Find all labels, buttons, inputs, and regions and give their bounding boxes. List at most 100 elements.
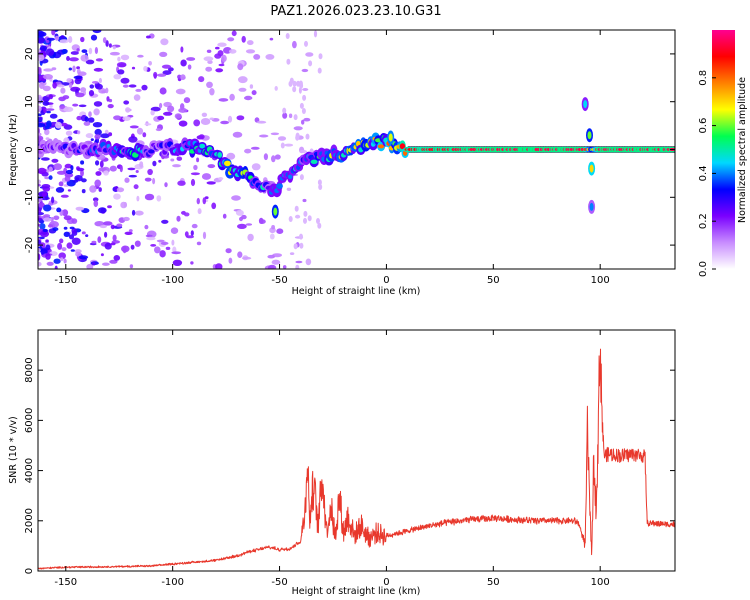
noise-speckle — [203, 56, 214, 62]
noise-speckle — [303, 217, 307, 224]
noise-speckle — [55, 187, 65, 193]
noise-speckle — [247, 40, 254, 46]
noise-speckle — [39, 116, 43, 121]
noise-speckle — [292, 40, 297, 49]
noise-speckle — [81, 231, 86, 235]
noise-speckle — [57, 242, 63, 250]
noise-speckle — [73, 75, 83, 80]
noise-speckle — [80, 36, 85, 43]
noise-speckle — [76, 66, 80, 70]
noise-speckle — [117, 56, 121, 62]
noise-speckle — [41, 157, 50, 161]
noise-speckle — [144, 177, 152, 182]
noise-speckle — [299, 242, 304, 249]
noise-speckle — [68, 82, 73, 89]
noise-speckle — [48, 94, 53, 100]
noise-speckle — [97, 207, 107, 214]
noise-speckle — [144, 193, 155, 201]
ridge-core — [377, 144, 385, 149]
noise-speckle — [104, 231, 108, 238]
noise-speckle — [143, 65, 148, 72]
noise-speckle — [313, 30, 318, 38]
noise-speckle — [117, 69, 125, 75]
noise-speckle — [49, 104, 53, 108]
noise-speckle — [93, 101, 103, 107]
noise-speckle — [129, 125, 139, 129]
noise-speckle — [108, 132, 113, 137]
noise-speckle — [142, 132, 147, 138]
noise-speckle — [75, 92, 85, 98]
noise-speckle — [190, 172, 200, 176]
noise-speckle — [63, 215, 72, 221]
noise-speckle — [38, 253, 41, 261]
noise-speckle — [178, 107, 188, 113]
noise-speckle — [45, 40, 50, 43]
y-tick-label: 20 — [24, 48, 35, 61]
noise-speckle — [112, 45, 116, 50]
noise-speckle — [91, 240, 97, 244]
noise-speckle — [38, 167, 47, 174]
noise-speckle — [54, 35, 60, 41]
noise-speckle — [60, 122, 68, 127]
noise-speckle — [81, 189, 86, 194]
noise-speckle — [148, 61, 153, 66]
y-tick-label: 10 — [24, 95, 35, 108]
noise-speckle — [80, 54, 89, 62]
noise-speckle — [231, 195, 241, 201]
noise-speckle — [122, 116, 131, 121]
x-tick-label: 50 — [487, 577, 500, 588]
noise-speckle — [38, 94, 43, 102]
noise-speckle — [177, 180, 186, 186]
noise-speckle — [40, 45, 48, 51]
noise-speckle — [128, 174, 137, 178]
noise-speckle — [156, 239, 165, 243]
x-tick-label: -50 — [271, 577, 287, 588]
snr-x-axis: -150 -100 -50 0 50 100 — [54, 330, 610, 588]
x-tick-label: -150 — [54, 577, 77, 588]
noise-speckle — [172, 259, 183, 266]
noise-speckle — [98, 167, 107, 172]
ridge-core — [199, 143, 206, 149]
noise-speckle — [84, 116, 89, 122]
noise-speckle — [61, 247, 67, 252]
noise-speckle — [43, 204, 52, 212]
noise-speckle — [43, 107, 47, 114]
noise-speckle — [59, 104, 65, 110]
noise-speckle — [123, 100, 130, 105]
noise-speckle — [70, 51, 79, 55]
x-tick-label: 0 — [383, 577, 389, 588]
ridge-core — [287, 174, 293, 180]
noise-speckle — [131, 209, 136, 216]
noise-speckle — [63, 231, 70, 237]
noise-speckle — [305, 133, 310, 140]
noise-speckle — [77, 130, 81, 135]
x-tick-label: -100 — [161, 577, 184, 588]
x-tick-label: 100 — [591, 275, 610, 286]
noise-speckle — [293, 126, 303, 131]
noise-speckle — [211, 202, 217, 210]
noise-speckle — [116, 223, 123, 228]
noise-speckle — [274, 154, 281, 160]
noise-speckle — [125, 107, 131, 113]
noise-speckle — [206, 81, 213, 89]
noise-speckle — [78, 255, 89, 260]
noise-speckle — [120, 54, 130, 61]
noise-speckle — [318, 53, 323, 60]
noise-speckle — [45, 239, 49, 243]
noise-speckle — [186, 57, 196, 61]
noise-speckle — [202, 231, 207, 240]
noise-speckle — [180, 46, 184, 53]
noise-speckle — [81, 49, 88, 53]
y-tick-label: 4000 — [24, 458, 35, 483]
noise-speckle — [113, 74, 122, 80]
noise-speckle — [56, 170, 67, 175]
noise-speckle — [75, 206, 85, 211]
noise-speckle — [38, 37, 46, 43]
noise-speckle — [298, 80, 303, 87]
y-tick-label: 0 — [24, 146, 35, 152]
noise-speckle — [215, 46, 220, 50]
snr-y-axis: 0 2000 4000 6000 8000 — [24, 357, 675, 574]
noise-speckle — [63, 106, 74, 112]
noise-speckle — [68, 36, 73, 43]
